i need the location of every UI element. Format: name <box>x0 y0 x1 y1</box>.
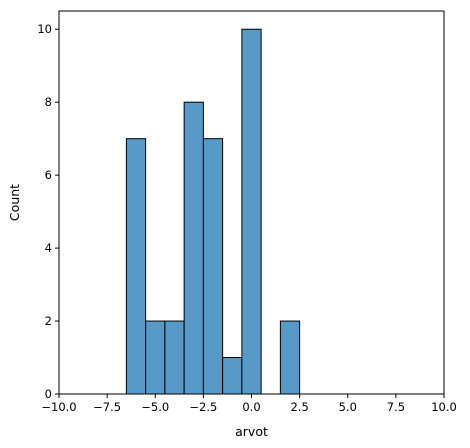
histogram-bars <box>125 28 301 395</box>
y-tick-label-0: 0 <box>45 387 52 401</box>
histogram-bar-5 <box>222 357 243 395</box>
y-tick-label-5: 10 <box>37 22 52 36</box>
y-tick-label-3: 6 <box>45 168 52 182</box>
x-tick-label-3: −2.5 <box>189 400 217 414</box>
x-tick-label-6: 5.0 <box>339 400 357 414</box>
plot-frame <box>58 10 445 395</box>
histogram-bar-6 <box>241 28 262 395</box>
x-axis-label: arvot <box>235 424 268 439</box>
x-axis-ticks: −10.0 −7.5 −5.0 −2.5 0.0 2.5 5.0 7.5 10.0 <box>41 394 457 414</box>
y-axis-label: Count <box>7 184 22 221</box>
x-tick-label-5: 2.5 <box>290 400 308 414</box>
histogram-bar-3 <box>183 101 204 395</box>
x-tick-label-1: −7.5 <box>93 400 121 414</box>
x-tick-label-7: 7.5 <box>387 400 405 414</box>
x-tick-label-0: −10.0 <box>41 400 76 414</box>
histogram-bar-4 <box>202 138 224 395</box>
x-tick-label-2: −5.0 <box>141 400 169 414</box>
y-tick-label-1: 2 <box>45 314 52 328</box>
y-tick-label-4: 8 <box>45 95 52 109</box>
histogram-bar-0 <box>125 138 147 395</box>
y-tick-label-2: 4 <box>45 241 52 255</box>
histogram-bar-8 <box>279 320 301 395</box>
x-tick-label-4: 0.0 <box>242 400 260 414</box>
x-tick-label-8: 10.0 <box>431 400 457 414</box>
histogram-bar-1 <box>145 320 166 395</box>
histogram-bar-2 <box>164 320 185 395</box>
y-axis-ticks: 0 2 4 6 8 10 <box>37 22 59 401</box>
